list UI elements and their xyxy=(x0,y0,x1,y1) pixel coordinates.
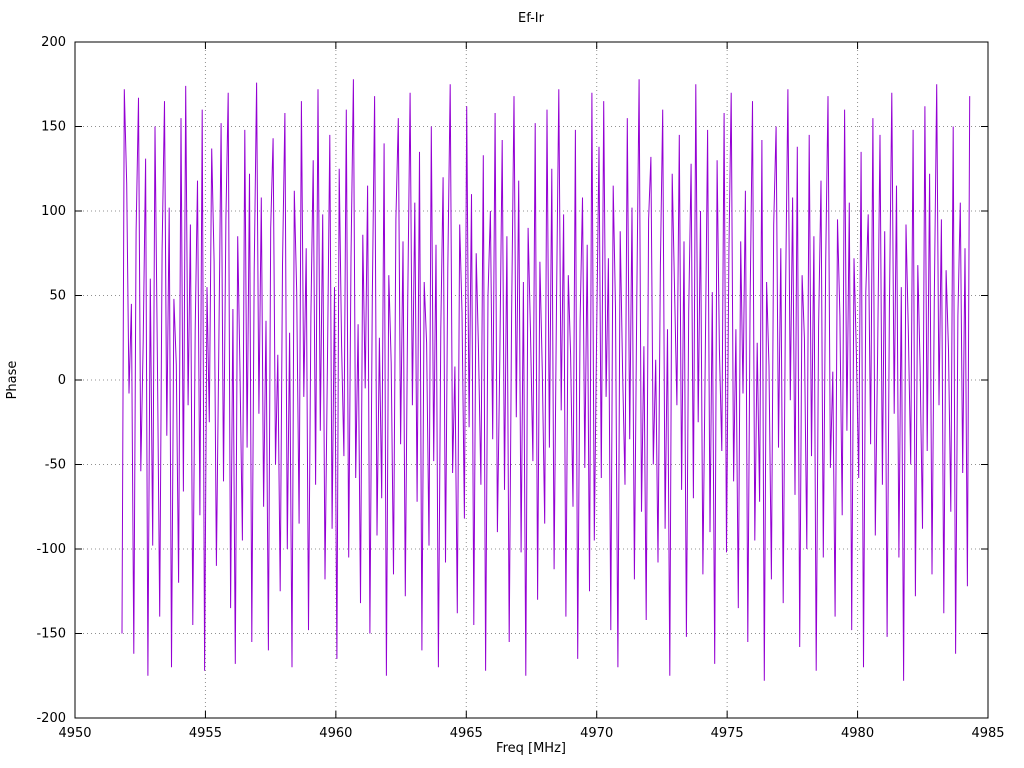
x-tick-label: 4955 xyxy=(189,726,222,741)
y-tick-label: -50 xyxy=(45,458,66,473)
y-tick-labels: -200 -150 -100 -50 0 50 100 150 200 xyxy=(36,35,66,726)
x-tick-label: 4980 xyxy=(841,726,874,741)
x-tick-label: 4975 xyxy=(711,726,744,741)
tick-marks xyxy=(74,41,989,719)
x-axis-label: Freq [MHz] xyxy=(496,741,566,756)
chart-title: Ef-Ir xyxy=(518,11,545,26)
y-tick-label: 200 xyxy=(41,35,66,50)
x-tick-label: 4985 xyxy=(971,726,1004,741)
x-tick-labels: 4950 4955 4960 4965 4970 4975 4980 4985 xyxy=(58,726,1004,741)
x-tick-label: 4965 xyxy=(450,726,483,741)
phase-trace xyxy=(121,79,971,681)
y-tick-label: -150 xyxy=(36,627,66,642)
y-tick-label: 50 xyxy=(49,289,66,304)
y-axis-label: Phase xyxy=(5,361,20,400)
y-tick-label: 150 xyxy=(41,120,66,135)
y-tick-label: 0 xyxy=(58,373,66,388)
y-tick-label: -200 xyxy=(36,711,66,726)
x-tick-label: 4970 xyxy=(580,726,613,741)
y-tick-label: -100 xyxy=(36,542,66,557)
y-tick-label: 100 xyxy=(41,204,66,219)
x-tick-label: 4960 xyxy=(319,726,352,741)
x-tick-label: 4950 xyxy=(58,726,91,741)
